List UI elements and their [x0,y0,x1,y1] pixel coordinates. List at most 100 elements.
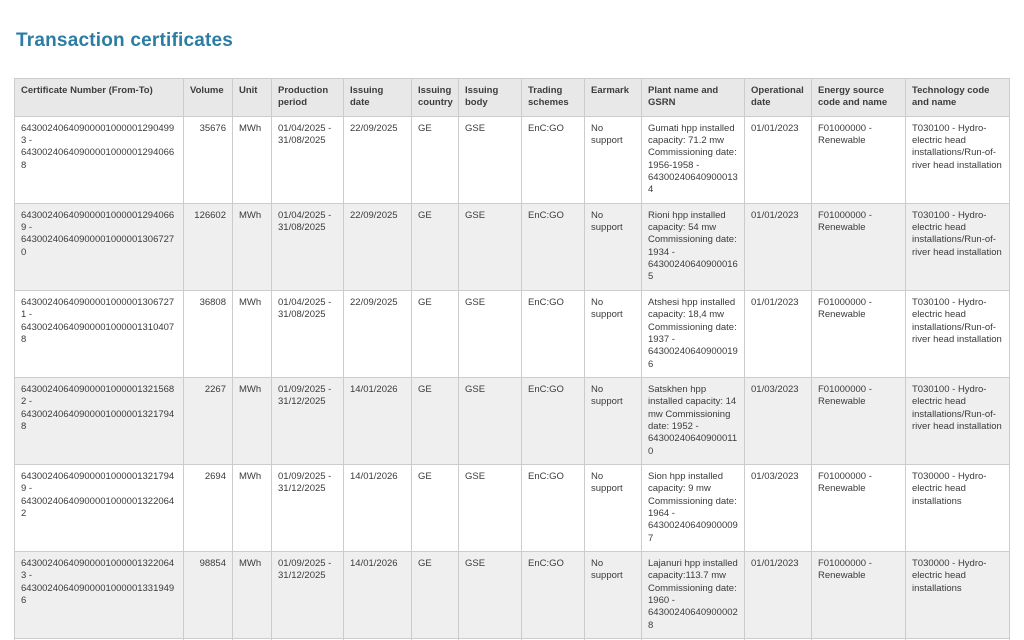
column-header-production_period: Production period [271,78,344,117]
cell-plant_name_gsrn: Satskhen hpp installed capacity: 14 mw C… [641,376,745,465]
column-header-energy_source: Energy source code and name [811,78,906,117]
cell-unit: MWh [232,289,272,378]
cell-issuing_body: GSE [458,463,522,553]
cell-certificate: 643002406409000010000013217949 -64300240… [14,463,184,553]
cell-earmark: No support [584,376,642,465]
cell-trading_schemes: EnC:GO [521,463,585,553]
transaction-certificates-table: Certificate Number (From-To) Volume Unit Pr… [14,78,1010,640]
cell-issuing_date: 14/01/2026 [343,463,412,553]
column-header-issuing_country: Issuing country [411,78,459,117]
cell-volume: 2694 [183,463,233,553]
cell-issuing_body: GSE [458,550,522,640]
table-body: 643002406409000010000012904993 -64300240… [14,115,1010,640]
table-row: 643002406409000010000013067271 -64300240… [14,289,1010,378]
cell-earmark: No support [584,289,642,378]
cell-plant_name_gsrn: Gumati hpp installed capacity: 71.2 mw C… [641,115,745,204]
cell-issuing_date: 22/09/2025 [343,202,412,291]
cell-trading_schemes: EnC:GO [521,289,585,378]
cell-trading_schemes: EnC:GO [521,376,585,465]
cell-production_period: 01/04/2025 - 31/08/2025 [271,115,344,204]
cell-energy_source: F01000000 - Renewable [811,115,906,204]
cell-production_period: 01/04/2025 - 31/08/2025 [271,289,344,378]
cell-unit: MWh [232,463,272,553]
page-title: Transaction certificates [16,30,234,51]
cell-trading_schemes: EnC:GO [521,115,585,204]
cell-issuing_country: GE [411,550,459,640]
column-header-plant_name_gsrn: Plant name and GSRN [641,78,745,117]
column-header-certificate: Certificate Number (From-To) [14,78,184,117]
cell-energy_source: F01000000 - Renewable [811,463,906,553]
cell-issuing_date: 14/01/2026 [343,376,412,465]
column-header-unit: Unit [232,78,272,117]
cell-production_period: 01/04/2025 - 31/08/2025 [271,202,344,291]
table-row: 643002406409000010000012904993 -64300240… [14,115,1010,204]
cell-volume: 2267 [183,376,233,465]
cell-unit: MWh [232,202,272,291]
cell-issuing_country: GE [411,463,459,553]
cell-unit: MWh [232,550,272,640]
cell-energy_source: F01000000 - Renewable [811,550,906,640]
cell-earmark: No support [584,550,642,640]
cell-earmark: No support [584,115,642,204]
cell-volume: 35676 [183,115,233,204]
cell-certificate: 643002406409000010000012904993 -64300240… [14,115,184,204]
column-header-technology: Technology code and name [905,78,1010,117]
cell-trading_schemes: EnC:GO [521,550,585,640]
table-row: 643002406409000010000013217949 -64300240… [14,463,1010,553]
cell-operational_date: 01/01/2023 [744,289,812,378]
cell-issuing_date: 22/09/2025 [343,289,412,378]
cell-issuing_body: GSE [458,202,522,291]
column-header-earmark: Earmark [584,78,642,117]
cell-operational_date: 01/03/2023 [744,463,812,553]
table-row: 643002406409000010000013319497 -64300240… [14,638,1010,640]
cell-earmark: No support [584,463,642,553]
table-row: 643002406409000010000013220643 -64300240… [14,550,1010,640]
cell-operational_date: 01/01/2023 [744,550,812,640]
cell-energy_source: F01000000 - Renewable [811,376,906,465]
cell-energy_source: F01000000 - Renewable [811,289,906,378]
cell-technology: T030000 - Hydro-electric head installati… [905,463,1010,553]
cell-volume: 126602 [183,202,233,291]
cell-certificate: 643002406409000010000012940669 -64300240… [14,202,184,291]
cell-plant_name_gsrn: Lajanuri hpp installed capacity:113.7 mw… [641,550,745,640]
cell-unit: MWh [232,115,272,204]
table-header-row: Certificate Number (From-To) Volume Unit Pr… [14,78,1010,117]
cell-technology: T030100 - Hydro-electric head installati… [905,115,1010,204]
cell-energy_source: F01000000 - Renewable [811,202,906,291]
table-row: 643002406409000010000013215682 -64300240… [14,376,1010,465]
cell-issuing_body: GSE [458,115,522,204]
cell-technology: T030000 - Hydro-electric head installati… [905,550,1010,640]
cell-technology: T030100 - Hydro-electric head installati… [905,376,1010,465]
cell-production_period: 01/09/2025 - 31/12/2025 [271,463,344,553]
cell-technology: T030100 - Hydro-electric head installati… [905,202,1010,291]
cell-issuing_country: GE [411,202,459,291]
cell-certificate: 643002406409000010000013220643 -64300240… [14,550,184,640]
cell-technology: T030100 - Hydro-electric head installati… [905,289,1010,378]
cell-technology: T030100 - Hydro-electric head installati… [905,638,1010,640]
column-header-volume: Volume [183,78,233,117]
cell-operational_date: 01/01/2023 [744,115,812,204]
cell-issuing_body: GSE [458,289,522,378]
cell-operational_date: 01/03/2023 [744,376,812,465]
cell-earmark: No support [584,202,642,291]
cell-plant_name_gsrn: Rioni hpp installed capacity: 54 mw Comm… [641,202,745,291]
cell-volume: 98854 [183,550,233,640]
cell-production_period: 01/09/2025 - 31/12/2025 [271,550,344,640]
cell-issuing_date: 14/01/2026 [343,550,412,640]
column-header-operational_date: Operational date [744,78,812,117]
cell-unit: MWh [232,376,272,465]
cell-operational_date: 01/01/2023 [744,202,812,291]
cell-plant_name_gsrn: Sion hpp installed capacity: 9 mw Commis… [641,463,745,553]
cell-certificate: 643002406409000010000013067271 -64300240… [14,289,184,378]
cell-certificate: 643002406409000010000013215682 -64300240… [14,376,184,465]
column-header-issuing_body: Issuing body [458,78,522,117]
cell-volume: 36808 [183,289,233,378]
column-header-trading_schemes: Trading schemes [521,78,585,117]
cell-trading_schemes: EnC:GO [521,202,585,291]
column-header-issuing_date: Issuing date [343,78,412,117]
cell-production_period: 01/09/2025 - 31/12/2025 [271,376,344,465]
cell-issuing_country: GE [411,376,459,465]
table-header: Certificate Number (From-To) Volume Unit Pr… [14,78,1010,117]
cell-issuing_date: 22/09/2025 [343,115,412,204]
